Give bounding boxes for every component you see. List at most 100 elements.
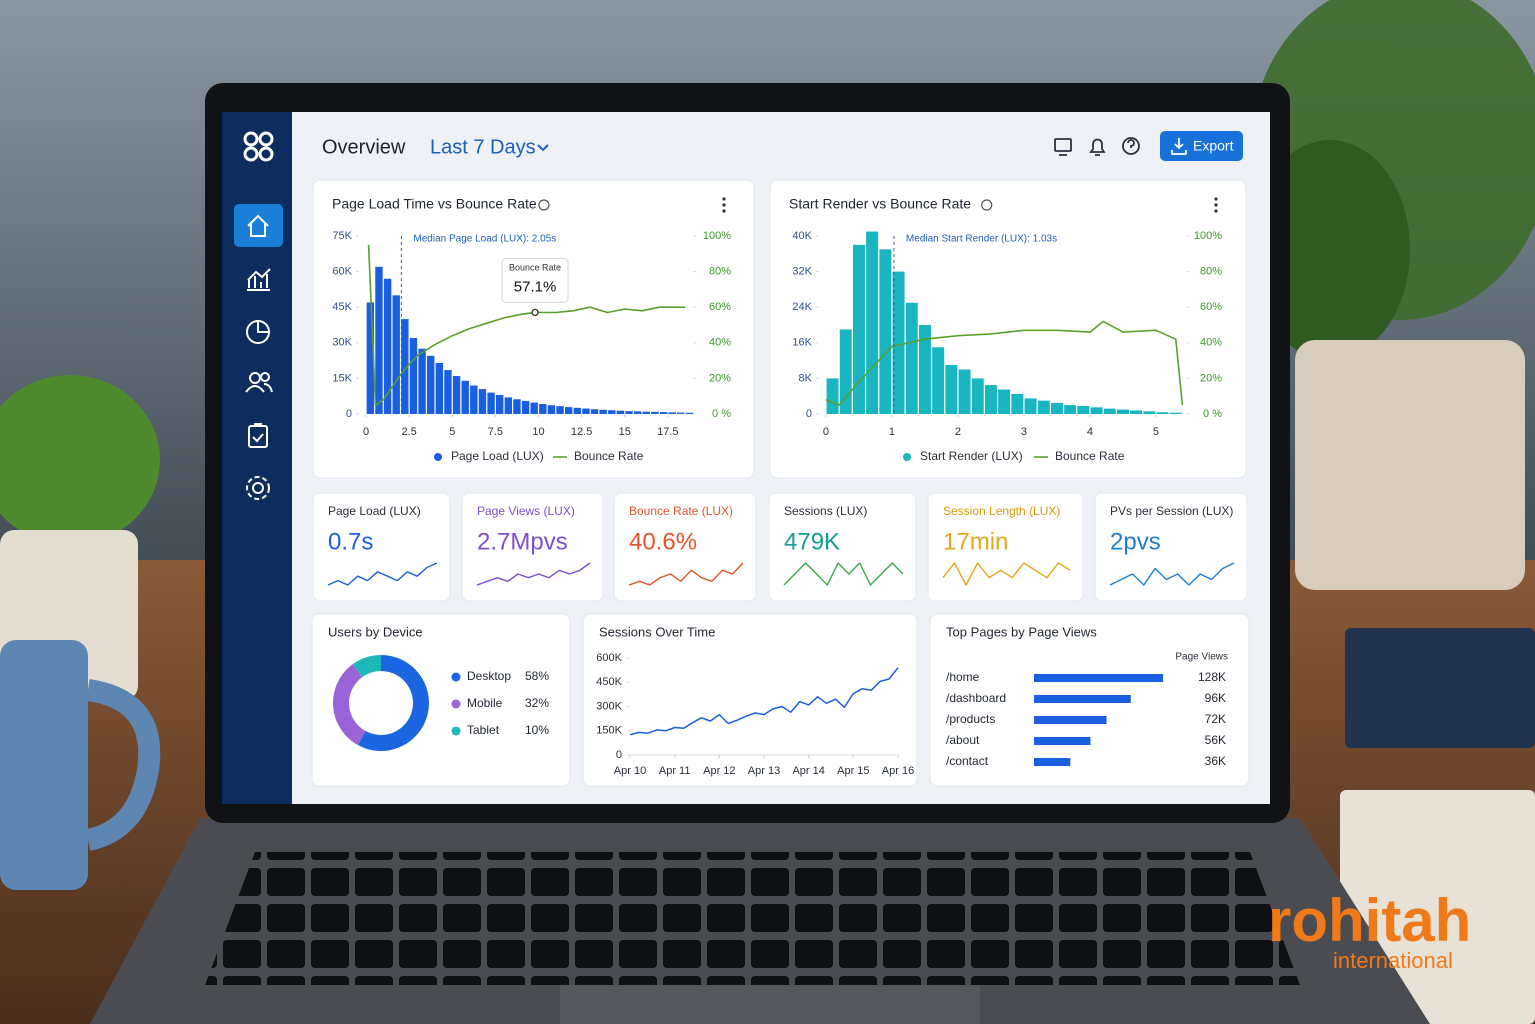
nav-home[interactable]: [234, 204, 283, 247]
display-icon[interactable]: [1054, 138, 1072, 156]
kpi-value: 0.7s: [328, 528, 373, 555]
bar: [383, 278, 392, 414]
y-tick-label: 15K: [332, 372, 352, 384]
bar: [625, 411, 633, 414]
bar: [932, 347, 945, 414]
mug: [0, 640, 88, 890]
legend-label: Desktop: [467, 669, 511, 683]
x-tick-label: Apr 12: [703, 765, 735, 777]
x-tick-label: Apr 13: [748, 765, 780, 777]
mug-handle: [85, 679, 161, 851]
legend-value: 10%: [525, 723, 549, 737]
card-title: Sessions Over Time: [599, 624, 715, 639]
bar: [392, 295, 400, 414]
kpi-sparkline: [942, 562, 1071, 586]
y-tick-label: 60%: [1200, 301, 1222, 313]
x-tick-label: 12.5: [571, 426, 592, 438]
kpi-value: 479K: [784, 528, 840, 555]
kpi-value: 17min: [943, 528, 1008, 555]
bar: [1034, 716, 1107, 724]
x-tick-label: 15: [619, 426, 631, 438]
legend-label: Mobile: [467, 696, 503, 710]
export-label[interactable]: Export: [1193, 138, 1234, 154]
bar: [513, 399, 521, 414]
kpi-value: 40.6%: [629, 528, 697, 555]
card-title: Start Render vs Bounce Rate: [789, 196, 971, 212]
bounce-line: [367, 244, 686, 406]
bar: [418, 348, 426, 414]
y-tick-label: 20%: [1200, 372, 1222, 384]
x-tick-label: Apr 11: [659, 765, 691, 777]
nav-reports[interactable]: [246, 320, 270, 344]
y-tick-label: 0: [346, 408, 352, 420]
value-label: 36K: [1205, 754, 1226, 768]
nav-analytics[interactable]: [247, 268, 271, 291]
watermark-brand: rohitah: [1268, 887, 1471, 954]
card: [927, 492, 1084, 602]
page-title: Overview: [322, 136, 406, 158]
legend-label: Page Load (LUX): [451, 449, 544, 463]
donut-slice: [352, 655, 381, 678]
y-tick-label: 45K: [332, 301, 352, 313]
card: [769, 179, 1247, 479]
bar: [547, 405, 556, 414]
y-tick-label: 8K: [799, 372, 813, 384]
value-label: 128K: [1198, 670, 1226, 684]
bar: [366, 302, 375, 414]
sessions-line: [629, 667, 899, 736]
median-label: Median Start Render (LUX): 1.03s: [906, 234, 1057, 245]
x-tick-label: 0: [823, 426, 829, 438]
bar: [984, 385, 997, 414]
bar: [685, 412, 694, 414]
kpi-title: Session Length (LUX): [943, 504, 1060, 518]
x-tick-label: 7.5: [488, 426, 503, 438]
kpi-sparkline: [327, 562, 438, 586]
bar: [1116, 409, 1129, 414]
nav-settings[interactable]: [246, 476, 270, 500]
menu-dot: [1214, 203, 1218, 207]
menu-dot: [722, 203, 726, 207]
bar: [892, 271, 905, 414]
range-chevron[interactable]: [537, 144, 549, 152]
bar: [1103, 408, 1116, 414]
kpi-title: Page Load (LUX): [328, 504, 421, 518]
x-tick-label: 10: [532, 426, 544, 438]
donut-slice: [333, 664, 366, 746]
category-label: /contact: [946, 754, 989, 768]
bar: [582, 408, 590, 414]
tooltip-value: 57.1%: [514, 278, 557, 295]
help-icon[interactable]: [1122, 137, 1140, 155]
x-tick-label: 0: [363, 426, 369, 438]
bar: [1130, 410, 1143, 414]
bar: [1037, 400, 1050, 414]
bar: [668, 412, 676, 414]
bell-icon[interactable]: [1089, 138, 1106, 156]
bar: [435, 362, 444, 414]
category-label: /home: [946, 670, 980, 684]
y-tick-label: 0 %: [1203, 408, 1222, 420]
bar: [521, 400, 530, 414]
x-tick-label: Apr 14: [792, 765, 824, 777]
range-select[interactable]: Last 7 Days: [430, 136, 536, 158]
bar: [826, 378, 839, 414]
bar: [1077, 405, 1090, 414]
x-tick-label: 3: [1021, 426, 1027, 438]
y-tick-label: 30K: [332, 337, 352, 349]
bar: [905, 302, 918, 414]
bar: [659, 412, 668, 414]
nav-users[interactable]: [245, 372, 273, 393]
bar: [1034, 758, 1071, 766]
bar: [945, 365, 958, 414]
category-label: /about: [946, 733, 980, 747]
bar: [487, 392, 495, 414]
nav-tasks[interactable]: [248, 423, 268, 448]
value-label: 72K: [1205, 712, 1226, 726]
y-tick-label: 150K: [596, 725, 622, 737]
bar: [556, 406, 564, 414]
bar: [1169, 412, 1182, 414]
y-tick-label: 40K: [792, 230, 812, 242]
x-tick-label: Apr 10: [614, 765, 646, 777]
kpi-title: Bounce Rate (LUX): [629, 504, 733, 518]
home-icon: [247, 214, 269, 237]
